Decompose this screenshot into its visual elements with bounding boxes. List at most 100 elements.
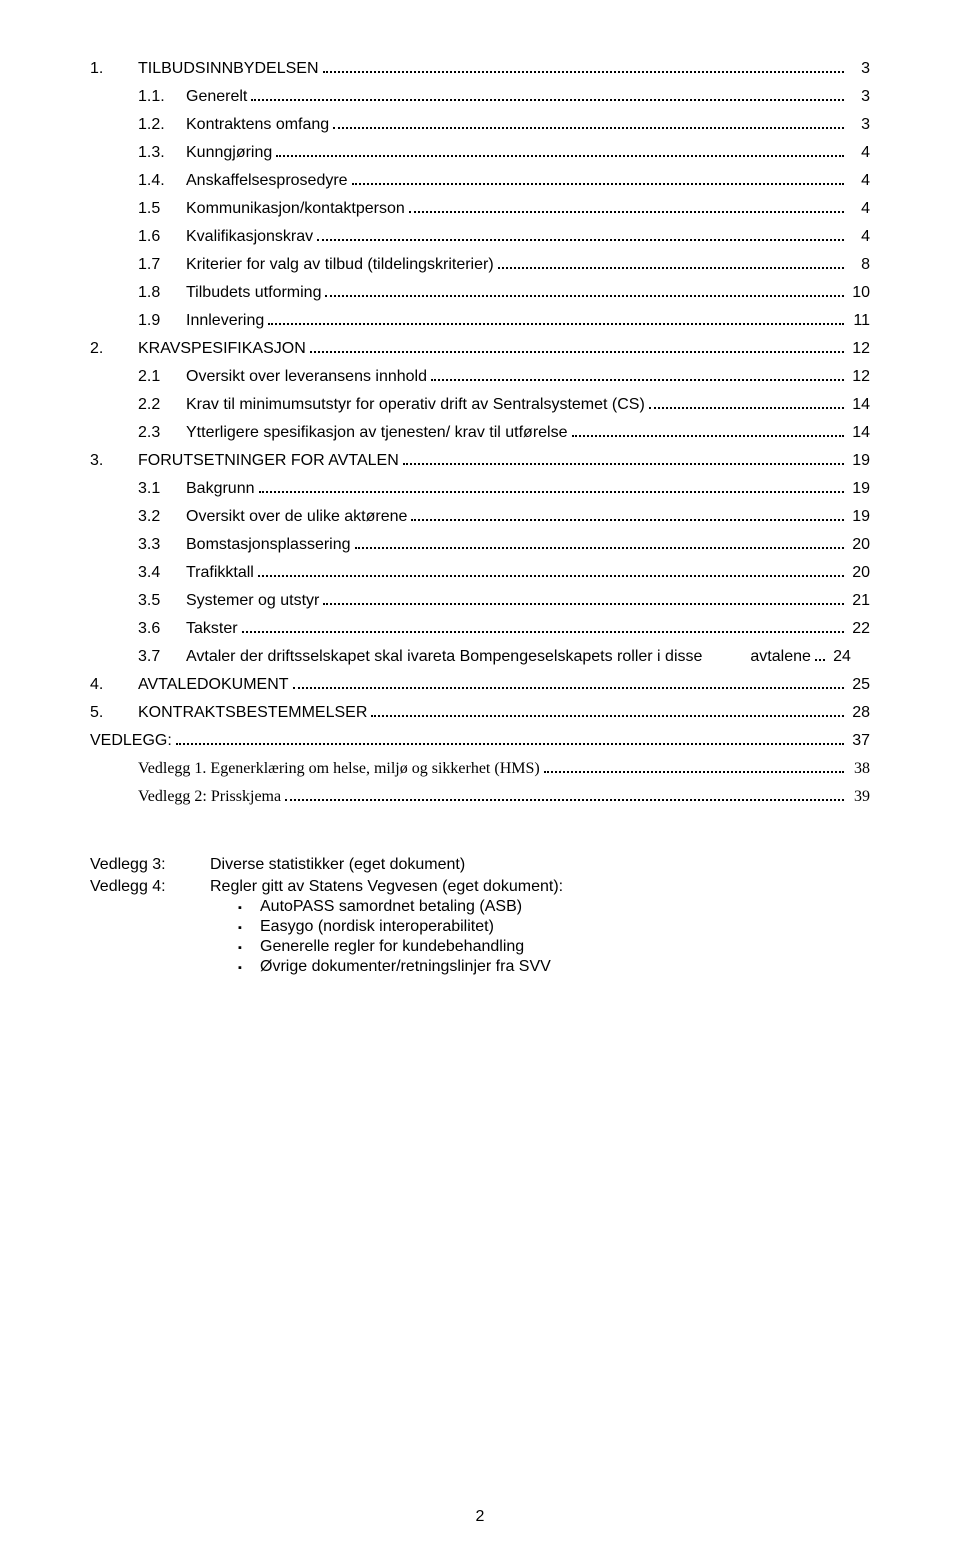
toc-entry: 3.6Takster 22 <box>90 620 870 638</box>
toc-entry: 3.7Avtaler der driftsselskapet skal ivar… <box>90 648 870 666</box>
toc-page: 21 <box>848 592 870 610</box>
toc-text: VEDLEGG: <box>90 732 172 750</box>
page-number: 2 <box>0 1508 960 1526</box>
toc-text: Oversikt over de ulike aktørene <box>186 508 407 526</box>
toc-number: 2.1 <box>138 368 186 386</box>
toc-page: 14 <box>848 424 870 442</box>
toc-text: Ytterligere spesifikasjon av tjenesten/ … <box>186 424 568 442</box>
toc-number: 1.1. <box>138 88 186 106</box>
toc-text: 3.7Avtaler der driftsselskapet skal ivar… <box>138 648 702 666</box>
toc-text: Kunngjøring <box>186 144 272 162</box>
toc-leader-dots <box>268 323 844 325</box>
toc-page: 4 <box>848 228 870 246</box>
toc-page: 4 <box>848 144 870 162</box>
toc-entry: 3.3Bomstasjonsplassering20 <box>90 536 870 554</box>
vedlegg-body: Diverse statistikker (eget dokument) <box>210 856 870 874</box>
toc-page: 3 <box>848 60 870 78</box>
toc-number: 1.2. <box>138 116 186 134</box>
toc-text: AVTALEDOKUMENT <box>138 676 289 694</box>
toc-entry: 1.1.Generelt3 <box>90 88 870 106</box>
toc-text: Krav til minimumsutstyr for operativ dri… <box>186 396 645 414</box>
toc-page: 19 <box>848 508 870 526</box>
toc-entry: Vedlegg 1. Egenerklæring om helse, miljø… <box>90 760 870 778</box>
toc-text: KRAVSPESIFIKASJON <box>138 340 306 358</box>
toc-leader-dots <box>409 211 844 213</box>
toc-entry: 2.2Krav til minimumsutstyr for operativ … <box>90 396 870 414</box>
toc-entry: 1.5Kommunikasjon/kontaktperson 4 <box>90 200 870 218</box>
toc-page: 8 <box>848 256 870 274</box>
toc-page: 22 <box>848 620 870 638</box>
vedlegg-label: Vedlegg 4: <box>90 878 210 978</box>
toc-number: 5. <box>90 704 138 722</box>
toc-number: 1. <box>90 60 138 78</box>
toc-number: 2.2 <box>138 396 186 414</box>
toc-text: Takster <box>186 620 238 638</box>
toc-leader-dots <box>403 463 844 465</box>
toc-text: Trafikktall <box>186 564 254 582</box>
toc-entry: 2.KRAVSPESIFIKASJON12 <box>90 340 870 358</box>
toc-entry: 1.6Kvalifikasjonskrav4 <box>90 228 870 246</box>
toc-page: 25 <box>848 676 870 694</box>
toc-leader-dots <box>242 631 844 633</box>
toc-entry: 3.1Bakgrunn19 <box>90 480 870 498</box>
toc-text: Anskaffelsesprosedyre <box>186 172 348 190</box>
toc-text: Generelt <box>186 88 247 106</box>
vedlegg-entry: Vedlegg 3:Diverse statistikker (eget dok… <box>90 856 870 874</box>
toc-entry: 1.3.Kunngjøring 4 <box>90 144 870 162</box>
toc-entry: 1.8Tilbudets utforming10 <box>90 284 870 302</box>
toc-page: 4 <box>848 200 870 218</box>
toc-text: Kommunikasjon/kontaktperson <box>186 200 405 218</box>
vedlegg-body-text: Diverse statistikker (eget dokument) <box>210 856 870 874</box>
toc-entry: 1.7Kriterier for valg av tilbud (tildeli… <box>90 256 870 274</box>
toc-leader-dots <box>498 267 844 269</box>
toc-number: 1.4. <box>138 172 186 190</box>
toc-leader-dots <box>251 99 844 101</box>
toc-page: 14 <box>848 396 870 414</box>
toc-entry: 5.KONTRAKTSBESTEMMELSER28 <box>90 704 870 722</box>
vedlegg-item-list: AutoPASS samordnet betaling (ASB) Easygo … <box>210 898 870 976</box>
toc-leader-dots <box>176 743 844 745</box>
toc-text: Vedlegg 1. Egenerklæring om helse, miljø… <box>138 760 540 778</box>
toc-page: 37 <box>848 732 870 750</box>
vedlegg-item: Easygo (nordisk interoperabilitet) <box>260 918 870 936</box>
vedlegg-section: Vedlegg 3:Diverse statistikker (eget dok… <box>90 856 870 978</box>
toc-page: 28 <box>848 704 870 722</box>
toc-leader-dots <box>371 715 844 717</box>
vedlegg-item: Generelle regler for kundebehandling <box>260 938 870 956</box>
toc-page: 38 <box>848 760 870 778</box>
toc-number: 3.6 <box>138 620 186 638</box>
toc-text: Bomstasjonsplassering <box>186 536 351 554</box>
toc-leader-dots <box>310 351 844 353</box>
toc-entry: 1.2.Kontraktens omfang3 <box>90 116 870 134</box>
toc-leader-dots <box>259 491 845 493</box>
toc-text: Kontraktens omfang <box>186 116 329 134</box>
toc-number: 3.3 <box>138 536 186 554</box>
toc-text: Oversikt over leveransens innhold <box>186 368 427 386</box>
toc-number: 1.7 <box>138 256 186 274</box>
toc-number: 4. <box>90 676 138 694</box>
toc-number: 3.5 <box>138 592 186 610</box>
toc-leader-dots <box>411 519 844 521</box>
toc-leader-dots <box>293 687 844 689</box>
toc-entry: 1.9Innlevering11 <box>90 312 870 330</box>
vedlegg-body: Regler gitt av Statens Vegvesen (eget do… <box>210 878 870 978</box>
toc-leader-dots <box>285 799 844 801</box>
toc-text: Kriterier for valg av tilbud (tildelings… <box>186 256 494 274</box>
toc-text: Kvalifikasjonskrav <box>186 228 313 246</box>
table-of-contents: 1.TILBUDSINNBYDELSEN31.1.Generelt31.2.Ko… <box>90 60 870 806</box>
toc-text: FORUTSETNINGER FOR AVTALEN <box>138 452 399 470</box>
toc-page: 20 <box>848 564 870 582</box>
toc-entry: 3.4Trafikktall20 <box>90 564 870 582</box>
toc-leader-dots <box>325 295 844 297</box>
toc-number: 1.5 <box>138 200 186 218</box>
toc-entry: Vedlegg 2: Prisskjema39 <box>90 788 870 806</box>
toc-leader-dots <box>317 239 844 241</box>
toc-number: 1.3. <box>138 144 186 162</box>
toc-number: 3.2 <box>138 508 186 526</box>
vedlegg-item: AutoPASS samordnet betaling (ASB) <box>260 898 870 916</box>
toc-entry: 3.FORUTSETNINGER FOR AVTALEN19 <box>90 452 870 470</box>
toc-text: Tilbudets utforming <box>186 284 321 302</box>
toc-number: 3. <box>90 452 138 470</box>
vedlegg-body-text: Regler gitt av Statens Vegvesen (eget do… <box>210 878 870 896</box>
toc-leader-dots <box>355 547 844 549</box>
